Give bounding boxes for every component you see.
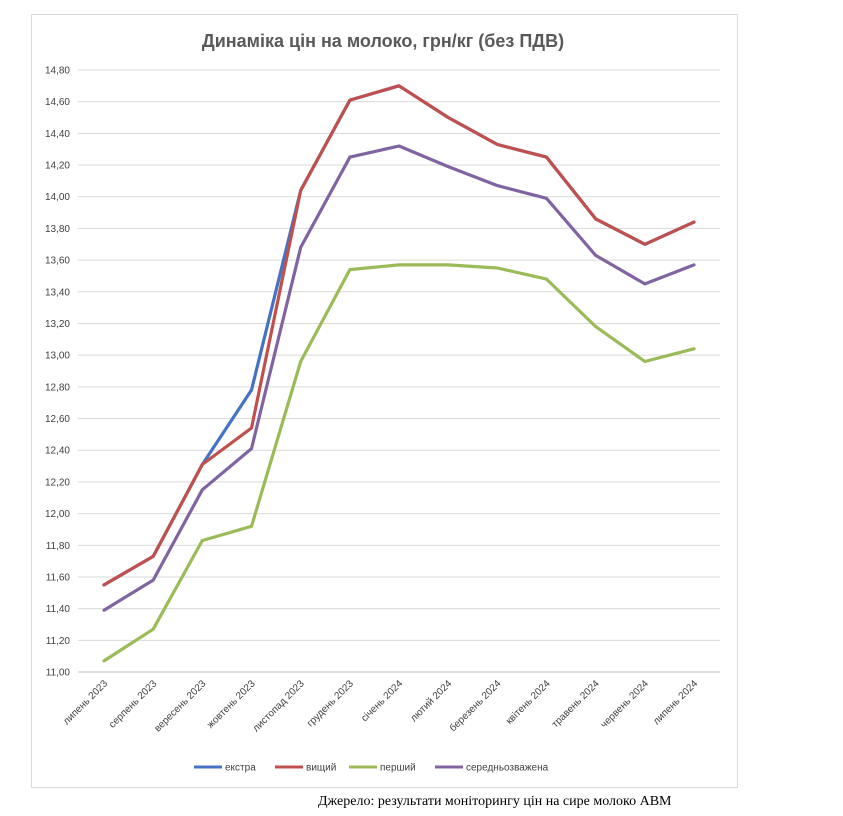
series-lines	[102, 84, 696, 663]
x-tick-label: січень 2024	[359, 678, 405, 724]
y-tick-label: 14,60	[45, 97, 70, 108]
x-tick-label: липень 2023	[61, 678, 110, 727]
y-tick-label: 14,20	[45, 161, 70, 172]
y-tick-label: 13,60	[45, 256, 70, 267]
y-tick-label: 11,20	[46, 636, 71, 647]
y-tick-label: 13,00	[45, 351, 70, 362]
y-tick-label: 11,40	[46, 604, 71, 615]
legend-label: вищий	[306, 763, 336, 774]
legend-label: перший	[380, 763, 416, 774]
x-tick-label: червень 2024	[599, 678, 652, 731]
x-tick-label: грудень 2023	[305, 678, 356, 729]
x-tick-label: листопад 2023	[251, 678, 307, 734]
y-tick-label: 11,00	[46, 668, 71, 679]
y-tick-label: 14,40	[45, 129, 70, 140]
y-tick-label: 11,60	[46, 572, 71, 583]
x-tick-label: жовтень 2023	[205, 678, 258, 731]
x-tick-label: лютий 2024	[408, 678, 454, 724]
chart-frame	[31, 14, 738, 788]
y-tick-label: 13,80	[45, 224, 70, 235]
gridlines	[78, 69, 720, 673]
y-tick-label: 12,40	[45, 446, 70, 457]
x-tick-label: серпень 2023	[107, 678, 160, 731]
series-line-3	[102, 263, 696, 663]
chart-title: Динаміка цін на молоко, грн/кг (без ПДВ)	[202, 31, 564, 51]
y-tick-label: 14,00	[45, 192, 70, 203]
source-note: Джерело: результати моніторингу цін на с…	[318, 794, 672, 809]
x-tick-label: березень 2024	[447, 677, 504, 734]
legend: екстра вищий перший середньозважена	[194, 763, 549, 774]
legend-label: середньозважена	[466, 763, 549, 774]
y-tick-label: 12,60	[45, 414, 70, 425]
y-tick-label: 12,20	[45, 477, 70, 488]
y-tick-label: 12,80	[45, 382, 70, 393]
y-tick-label: 13,20	[45, 319, 70, 330]
x-tick-label: вересень 2023	[152, 678, 208, 734]
series-line-4	[102, 144, 696, 612]
legend-label: екстра	[225, 763, 256, 774]
series-line-2	[102, 84, 696, 587]
y-tick-label: 12,00	[45, 509, 70, 520]
y-tick-label: 14,80	[45, 66, 70, 77]
y-tick-label: 11,80	[46, 541, 71, 552]
x-tick-label: липень 2024	[651, 678, 700, 727]
y-axis: 11,00 11,20 11,40 11,60 11,80 12,00 12,20 12,40…	[45, 66, 70, 679]
x-tick-label: травень 2024	[550, 678, 602, 730]
y-tick-label: 13,40	[45, 287, 70, 298]
x-tick-label: квітень 2024	[504, 678, 553, 727]
